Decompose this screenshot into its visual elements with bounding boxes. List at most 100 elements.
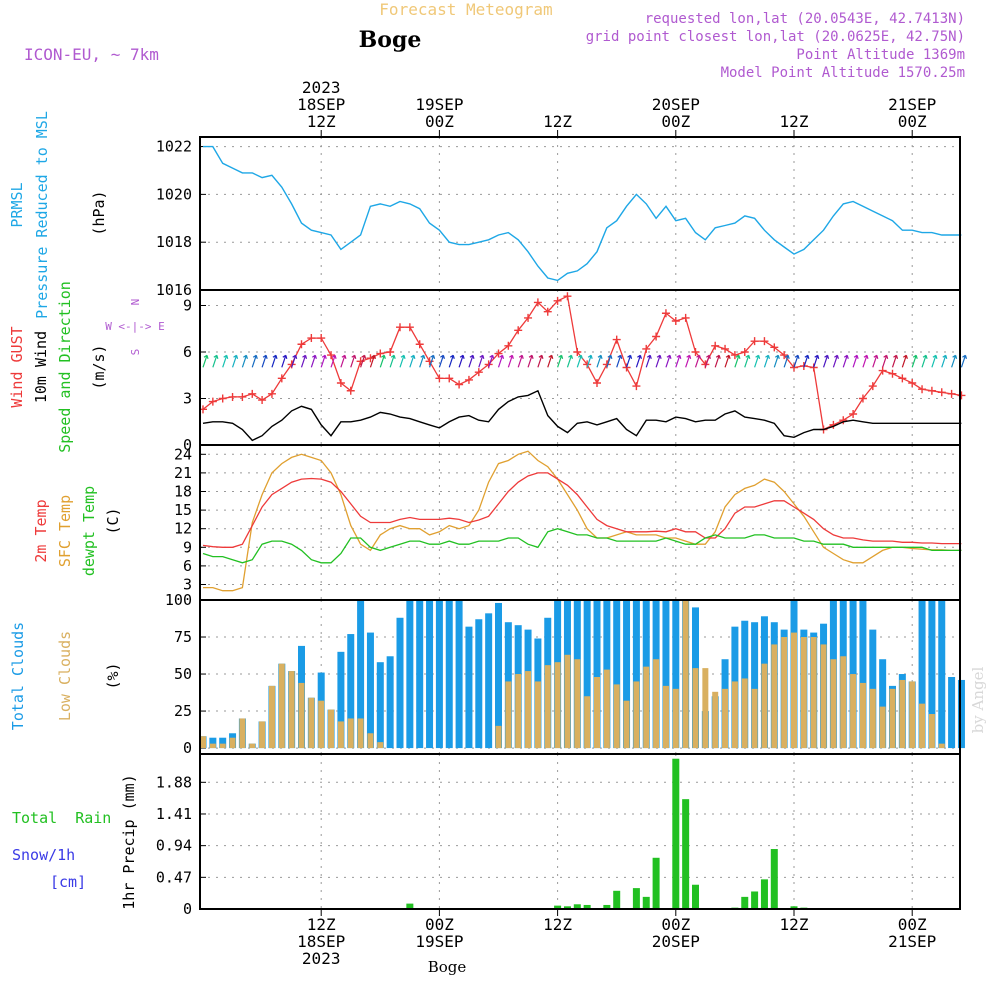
total-cloud-bar (366, 632, 374, 749)
meteogram-title: Forecast Meteogram (379, 0, 552, 19)
wind-arrow (783, 354, 790, 368)
gust-marker (504, 341, 513, 350)
wind-panel: 0 3 6 9 (183, 290, 968, 454)
top-tick-label: 2023 (302, 78, 341, 97)
gust-marker (228, 392, 237, 401)
wind-arrow (822, 354, 830, 368)
top-tick-label: 12Z (780, 112, 809, 131)
wind-arrow (517, 354, 524, 368)
gust-marker (346, 386, 355, 395)
pressure-label-1: PRMSL (8, 182, 26, 227)
wind-arrow (921, 354, 928, 368)
gust-marker (386, 348, 395, 356)
y-tick-label: 6 (183, 557, 192, 575)
pressure-frame (199, 136, 961, 291)
wind-arrow (862, 354, 869, 368)
gust-marker (336, 379, 345, 387)
gust-marker (445, 374, 454, 383)
gust-marker (681, 313, 690, 322)
wind-direction-label: Speed and Direction (56, 281, 74, 453)
gust-marker (524, 313, 533, 322)
low-cloud-bar (791, 632, 797, 749)
gust-marker (277, 374, 286, 383)
gust-marker (396, 323, 404, 332)
total-cloud-bar (209, 737, 217, 749)
low-cloud-bar (810, 637, 817, 749)
gust-marker (356, 357, 365, 366)
wind-arrow (754, 354, 761, 368)
gust-marker (425, 357, 434, 366)
wind-arrow (852, 354, 859, 368)
low-cloud-bar (643, 666, 650, 749)
total-cloud-bar (928, 600, 936, 749)
wind-arrow (231, 354, 239, 368)
total-cloud-bar (426, 600, 434, 749)
pressure-panel-labels: PRMSL Pressure Reduced to MSL (hPa) (8, 111, 108, 319)
bottom-tick-label: 12Z (543, 915, 572, 934)
precip-panel-labels: Total Rain Snow/1h [cm] 1hr Precip (mm) (12, 774, 138, 909)
total-cloud-bar (219, 737, 227, 749)
total-cloud-bar (475, 619, 483, 749)
wind-arrow (310, 354, 317, 368)
total-cloud-bar (347, 634, 355, 749)
total-cloud-bar (445, 600, 453, 749)
wind-arrow (734, 354, 741, 368)
low-cloud-label: Low Clouds (56, 631, 74, 721)
gust-marker (405, 323, 414, 332)
low-cloud-bar (318, 700, 325, 749)
wind-arrow (576, 354, 583, 368)
y-tick-label: 0.94 (156, 837, 192, 855)
bottom-tick-label: 00Z (425, 915, 454, 934)
bottom-tick-label: 19SEP (415, 932, 463, 951)
low-cloud-bar (662, 685, 669, 749)
wind-arrow (675, 354, 682, 368)
low-cloud-bar (879, 706, 886, 749)
wind-arrow (251, 354, 258, 368)
gust-marker (376, 349, 385, 358)
low-cloud-bar (761, 663, 768, 749)
gust-label: Wind GUST (8, 326, 26, 407)
gust-marker (474, 368, 483, 377)
wind-arrow (409, 354, 416, 368)
gust-marker (760, 337, 769, 346)
bottom-tick-label: 00Z (898, 915, 927, 934)
total-cloud-bar (593, 600, 601, 749)
y-tick-label: 1.41 (156, 805, 192, 823)
y-tick-label: 1.88 (156, 773, 192, 791)
wind-arrow (694, 354, 702, 368)
gust-marker (317, 334, 326, 343)
low-cloud-bar (712, 691, 719, 749)
temp-unit: (C) (104, 507, 122, 534)
low-cloud-bar (800, 637, 807, 749)
gust-marker (927, 386, 936, 395)
low-cloud-bar (219, 743, 226, 749)
gust-marker (248, 389, 257, 398)
gust-marker (533, 298, 542, 307)
gust-marker (918, 385, 927, 394)
y-tick-label: 24 (174, 445, 192, 463)
low-cloud-bar (544, 665, 551, 749)
temp-label: 2m Temp (32, 499, 50, 562)
sfc-temp-label: SFC Temp (56, 495, 74, 567)
compass-s: S (129, 349, 142, 356)
dewpt-label: dewpt Temp (80, 486, 98, 576)
total-cloud-bar (386, 656, 394, 749)
gust-marker (307, 334, 316, 343)
wind-arrow (369, 354, 377, 368)
y-tick-label: 1018 (156, 233, 192, 251)
wind-arrow (281, 354, 288, 368)
rain-bar (642, 896, 650, 909)
rain-bar (790, 906, 798, 909)
total-cloud-bar (406, 600, 414, 749)
sfc-temp-line (203, 450, 962, 592)
total-cloud-bar (672, 600, 680, 749)
low-cloud-bar (771, 644, 778, 749)
footer-location: Boge (428, 958, 467, 976)
low-cloud-bar (239, 718, 246, 749)
total-cloud-bar (918, 600, 926, 749)
bottom-tick-label: 12Z (780, 915, 809, 934)
wind-arrow (724, 354, 731, 368)
low-cloud-bar (692, 668, 699, 749)
